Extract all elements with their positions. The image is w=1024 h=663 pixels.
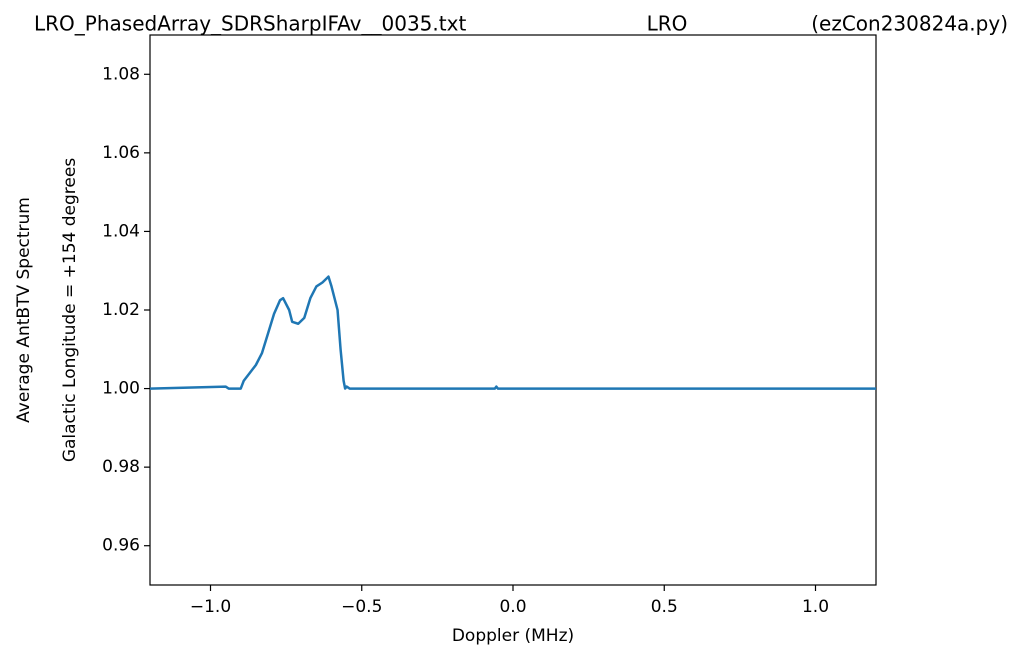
chart-title-program: (ezCon230824a.py) [811,12,1008,36]
x-axis-label: Doppler (MHz) [452,626,574,646]
chart-title-file: LRO_PhasedArray_SDRSharpIFAv__0035.txt [34,12,466,36]
y-tick-label: 1.00 [102,379,140,399]
chart-title-site: LRO [647,12,688,36]
y-tick-label: 1.06 [102,143,140,163]
data-line [149,275,876,390]
y-tick-label: 0.98 [102,457,140,477]
x-tick-label: 0.0 [499,597,526,617]
y-tick-label: 1.02 [102,300,140,320]
y-tick-label: 0.96 [102,536,140,556]
x-tick-label: 1.0 [802,597,829,617]
y-axis-label: Average AntBTV Spectrum [14,197,34,423]
plot-frame [149,34,877,586]
y-axis-label: Galactic Longitude = +154 degrees [60,158,80,462]
x-tick-label: −0.5 [341,597,382,617]
x-tick-label: 0.5 [651,597,678,617]
x-tick-label: −1.0 [190,597,231,617]
y-tick-label: 1.08 [102,64,140,84]
y-tick-label: 1.04 [102,221,140,241]
